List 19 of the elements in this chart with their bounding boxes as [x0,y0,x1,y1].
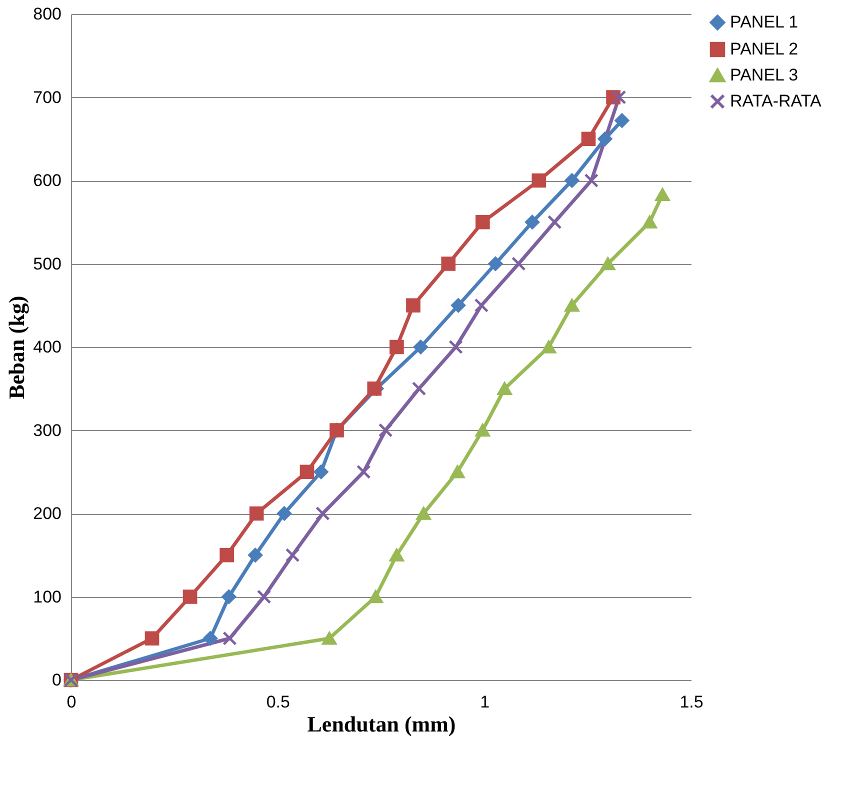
y-axis-title: Beban (kg) [4,296,30,400]
x-tick-label: 1.5 [680,692,704,712]
y-tick-label: 400 [33,338,62,356]
x-tick-label: 0.5 [266,692,290,712]
x-tick-label: 0 [66,692,76,712]
y-tick-label: 500 [33,254,62,274]
y-tick-label: 200 [33,504,62,523]
y-tick-label: 100 [33,587,62,606]
y-tick-label: 300 [33,420,62,440]
legend-label: PANEL 3 [730,66,798,84]
y-tick-label: 600 [33,171,62,190]
x-axis-title: Lendutan (mm) [307,712,456,736]
x-tick-label: 1 [480,692,490,712]
y-tick-label: 800 [33,4,62,24]
y-tick-label: 0 [52,670,62,690]
legend-label: PANEL 2 [730,40,798,58]
y-tick-label: 700 [33,88,62,107]
legend-label: PANEL 1 [730,12,798,32]
legend-label: RATA-RATA [730,92,822,110]
